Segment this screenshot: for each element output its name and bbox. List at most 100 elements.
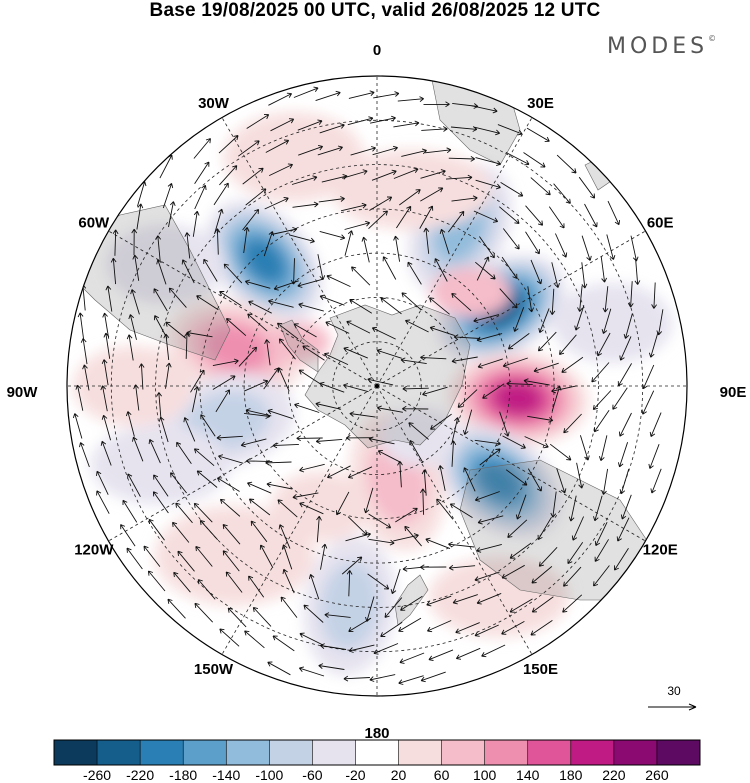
colorbar-swatch [484, 740, 529, 765]
wind-vector [324, 612, 351, 618]
copyright-mark: © [708, 34, 717, 43]
wind-vector [423, 101, 450, 108]
meridian-line [108, 230, 378, 387]
wind-vector [526, 127, 550, 142]
wind-vector [299, 632, 324, 646]
wind-vector [293, 86, 319, 98]
wind-vector [225, 318, 247, 337]
wind-vector [499, 206, 520, 224]
colorbar-swatch [613, 740, 658, 765]
colorbar-swatch [570, 740, 615, 765]
colorbar-label: -260 [83, 767, 111, 783]
wind-vector [158, 416, 169, 443]
wind-vector [367, 573, 390, 590]
wind-vector [156, 259, 167, 285]
wind-vector [342, 169, 368, 179]
wind-vector [343, 675, 370, 682]
wind-vector [112, 229, 119, 256]
wind-vector [165, 321, 187, 339]
wind-vector [453, 334, 481, 340]
meridian-line [221, 385, 378, 655]
longitude-label: 150E [523, 661, 558, 678]
wind-vector [132, 436, 144, 462]
wind-vector [267, 661, 291, 676]
wind-vector [227, 607, 247, 628]
wind-vector [302, 345, 325, 361]
wind-vector [369, 196, 393, 211]
wind-vector [197, 579, 216, 600]
wind-vector [497, 124, 523, 136]
wind-vector [549, 443, 572, 461]
wind-vector [400, 595, 423, 611]
wind-vector [125, 411, 135, 437]
wind-vector [79, 442, 90, 468]
anomaly-contour [494, 381, 543, 415]
wind-vector [282, 568, 295, 594]
wind-vector [421, 469, 428, 496]
wind-vector [153, 315, 168, 339]
wind-vector [176, 441, 192, 465]
wind-vector [579, 435, 590, 461]
wind-vector [219, 628, 240, 647]
wind-vector [271, 226, 298, 235]
wind-vector [335, 491, 350, 516]
wind-vector [409, 440, 424, 464]
wind-vector [455, 622, 480, 634]
wind-vector [219, 165, 238, 186]
wind-vector [450, 440, 457, 467]
wind-vector [292, 492, 319, 500]
wind-vector [530, 620, 553, 636]
wind-vector [196, 470, 218, 488]
wind-vector [393, 120, 420, 128]
wind-vector [277, 367, 290, 392]
longitude-label: 90W [7, 384, 39, 401]
wind-vector [148, 439, 161, 464]
wind-vector [347, 116, 374, 126]
wind-vector [373, 91, 400, 99]
wind-vector [398, 675, 424, 685]
longitude-label: 120E [643, 542, 678, 559]
wind-vector [530, 259, 543, 285]
wind-vector [524, 436, 549, 449]
wind-vector [222, 550, 240, 572]
colorbar-swatch [441, 740, 485, 765]
wind-vector [82, 364, 90, 391]
wind-vector [131, 228, 138, 256]
wind-vector [315, 90, 341, 102]
wind-vector [281, 544, 293, 570]
wind-vector [327, 465, 351, 479]
wind-vector [325, 321, 350, 334]
longitude-label: 60E [647, 215, 674, 232]
wind-vector [267, 408, 293, 420]
wind-vector [395, 507, 418, 523]
colorbar-swatch [312, 740, 356, 765]
wind-vector [537, 331, 557, 352]
wind-vector [203, 258, 218, 282]
reference-vector-label: 30 [667, 684, 681, 698]
wind-vector [318, 196, 345, 203]
wind-vector [601, 468, 609, 495]
wind-vector [298, 369, 322, 385]
wind-vector [344, 230, 354, 256]
wind-vector [428, 649, 454, 661]
wind-vector [278, 524, 291, 549]
wind-vector [525, 205, 544, 226]
wind-vector [193, 502, 213, 523]
wind-vector [650, 468, 662, 494]
wind-vector [245, 408, 272, 417]
wind-vector [527, 468, 542, 492]
wind-vector [315, 401, 342, 410]
wind-vector [102, 312, 110, 339]
wind-vector [380, 621, 403, 638]
wind-vector [420, 564, 447, 571]
wind-vector [243, 379, 269, 392]
wind-vector [273, 280, 299, 291]
wind-vector [451, 195, 478, 202]
wind-vector [193, 448, 215, 467]
wind-vector [341, 556, 363, 575]
anomaly-contour [477, 461, 521, 502]
colorbar-swatch [54, 740, 98, 765]
longitude-label: 0 [373, 42, 381, 59]
wind-vector [617, 442, 629, 468]
wind-vector [376, 405, 403, 413]
